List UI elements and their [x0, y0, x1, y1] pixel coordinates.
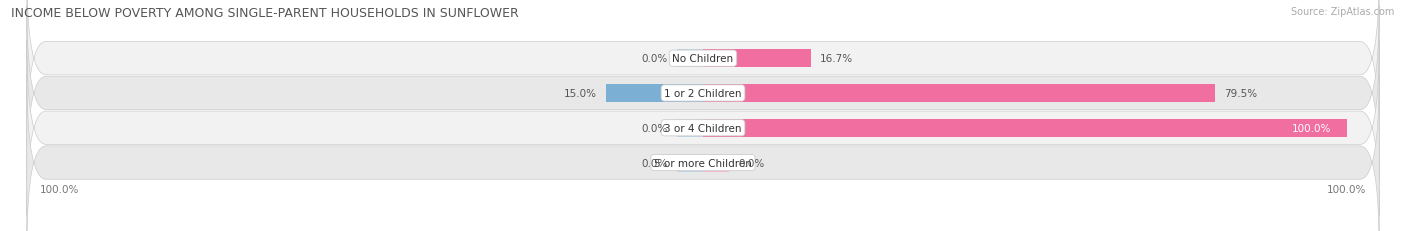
FancyBboxPatch shape — [27, 0, 1379, 146]
Text: 100.0%: 100.0% — [1291, 123, 1330, 133]
Bar — [703, 50, 810, 68]
Text: 0.0%: 0.0% — [641, 54, 668, 64]
FancyBboxPatch shape — [27, 6, 1379, 181]
Text: 0.0%: 0.0% — [738, 158, 765, 168]
Bar — [606, 85, 703, 103]
Text: No Children: No Children — [672, 54, 734, 64]
Text: Source: ZipAtlas.com: Source: ZipAtlas.com — [1291, 7, 1395, 17]
Text: 5 or more Children: 5 or more Children — [654, 158, 752, 168]
Text: 0.0%: 0.0% — [641, 158, 668, 168]
Text: 15.0%: 15.0% — [564, 88, 596, 99]
Bar — [678, 50, 703, 68]
Text: 79.5%: 79.5% — [1225, 88, 1257, 99]
Bar — [678, 119, 703, 137]
Bar — [703, 85, 1215, 103]
Text: INCOME BELOW POVERTY AMONG SINGLE-PARENT HOUSEHOLDS IN SUNFLOWER: INCOME BELOW POVERTY AMONG SINGLE-PARENT… — [11, 7, 519, 20]
Bar — [678, 154, 703, 172]
Bar — [703, 119, 1347, 137]
FancyBboxPatch shape — [27, 41, 1379, 216]
Text: 3 or 4 Children: 3 or 4 Children — [664, 123, 742, 133]
FancyBboxPatch shape — [27, 76, 1379, 231]
Text: 1 or 2 Children: 1 or 2 Children — [664, 88, 742, 99]
Text: 16.7%: 16.7% — [820, 54, 853, 64]
Bar — [703, 154, 728, 172]
Text: 0.0%: 0.0% — [641, 123, 668, 133]
